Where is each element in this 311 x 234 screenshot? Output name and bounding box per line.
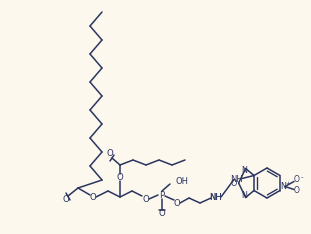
Text: -: - bbox=[301, 175, 303, 180]
Text: O: O bbox=[143, 194, 149, 204]
Text: OH: OH bbox=[175, 178, 188, 186]
Text: O: O bbox=[159, 208, 165, 217]
Text: N: N bbox=[242, 166, 248, 175]
Text: O: O bbox=[294, 175, 300, 184]
Text: NH: NH bbox=[209, 193, 221, 201]
Text: O: O bbox=[294, 186, 300, 195]
Text: O: O bbox=[107, 149, 114, 157]
Text: O: O bbox=[230, 179, 237, 187]
Text: O: O bbox=[117, 172, 123, 182]
Text: O: O bbox=[90, 193, 96, 201]
Text: O: O bbox=[63, 194, 69, 204]
Text: NH: NH bbox=[209, 193, 221, 201]
Text: N: N bbox=[280, 182, 286, 191]
Text: NH: NH bbox=[230, 175, 242, 184]
Text: +: + bbox=[285, 181, 290, 186]
Text: N: N bbox=[242, 191, 248, 200]
Text: P: P bbox=[160, 190, 165, 200]
Text: O: O bbox=[174, 198, 180, 208]
